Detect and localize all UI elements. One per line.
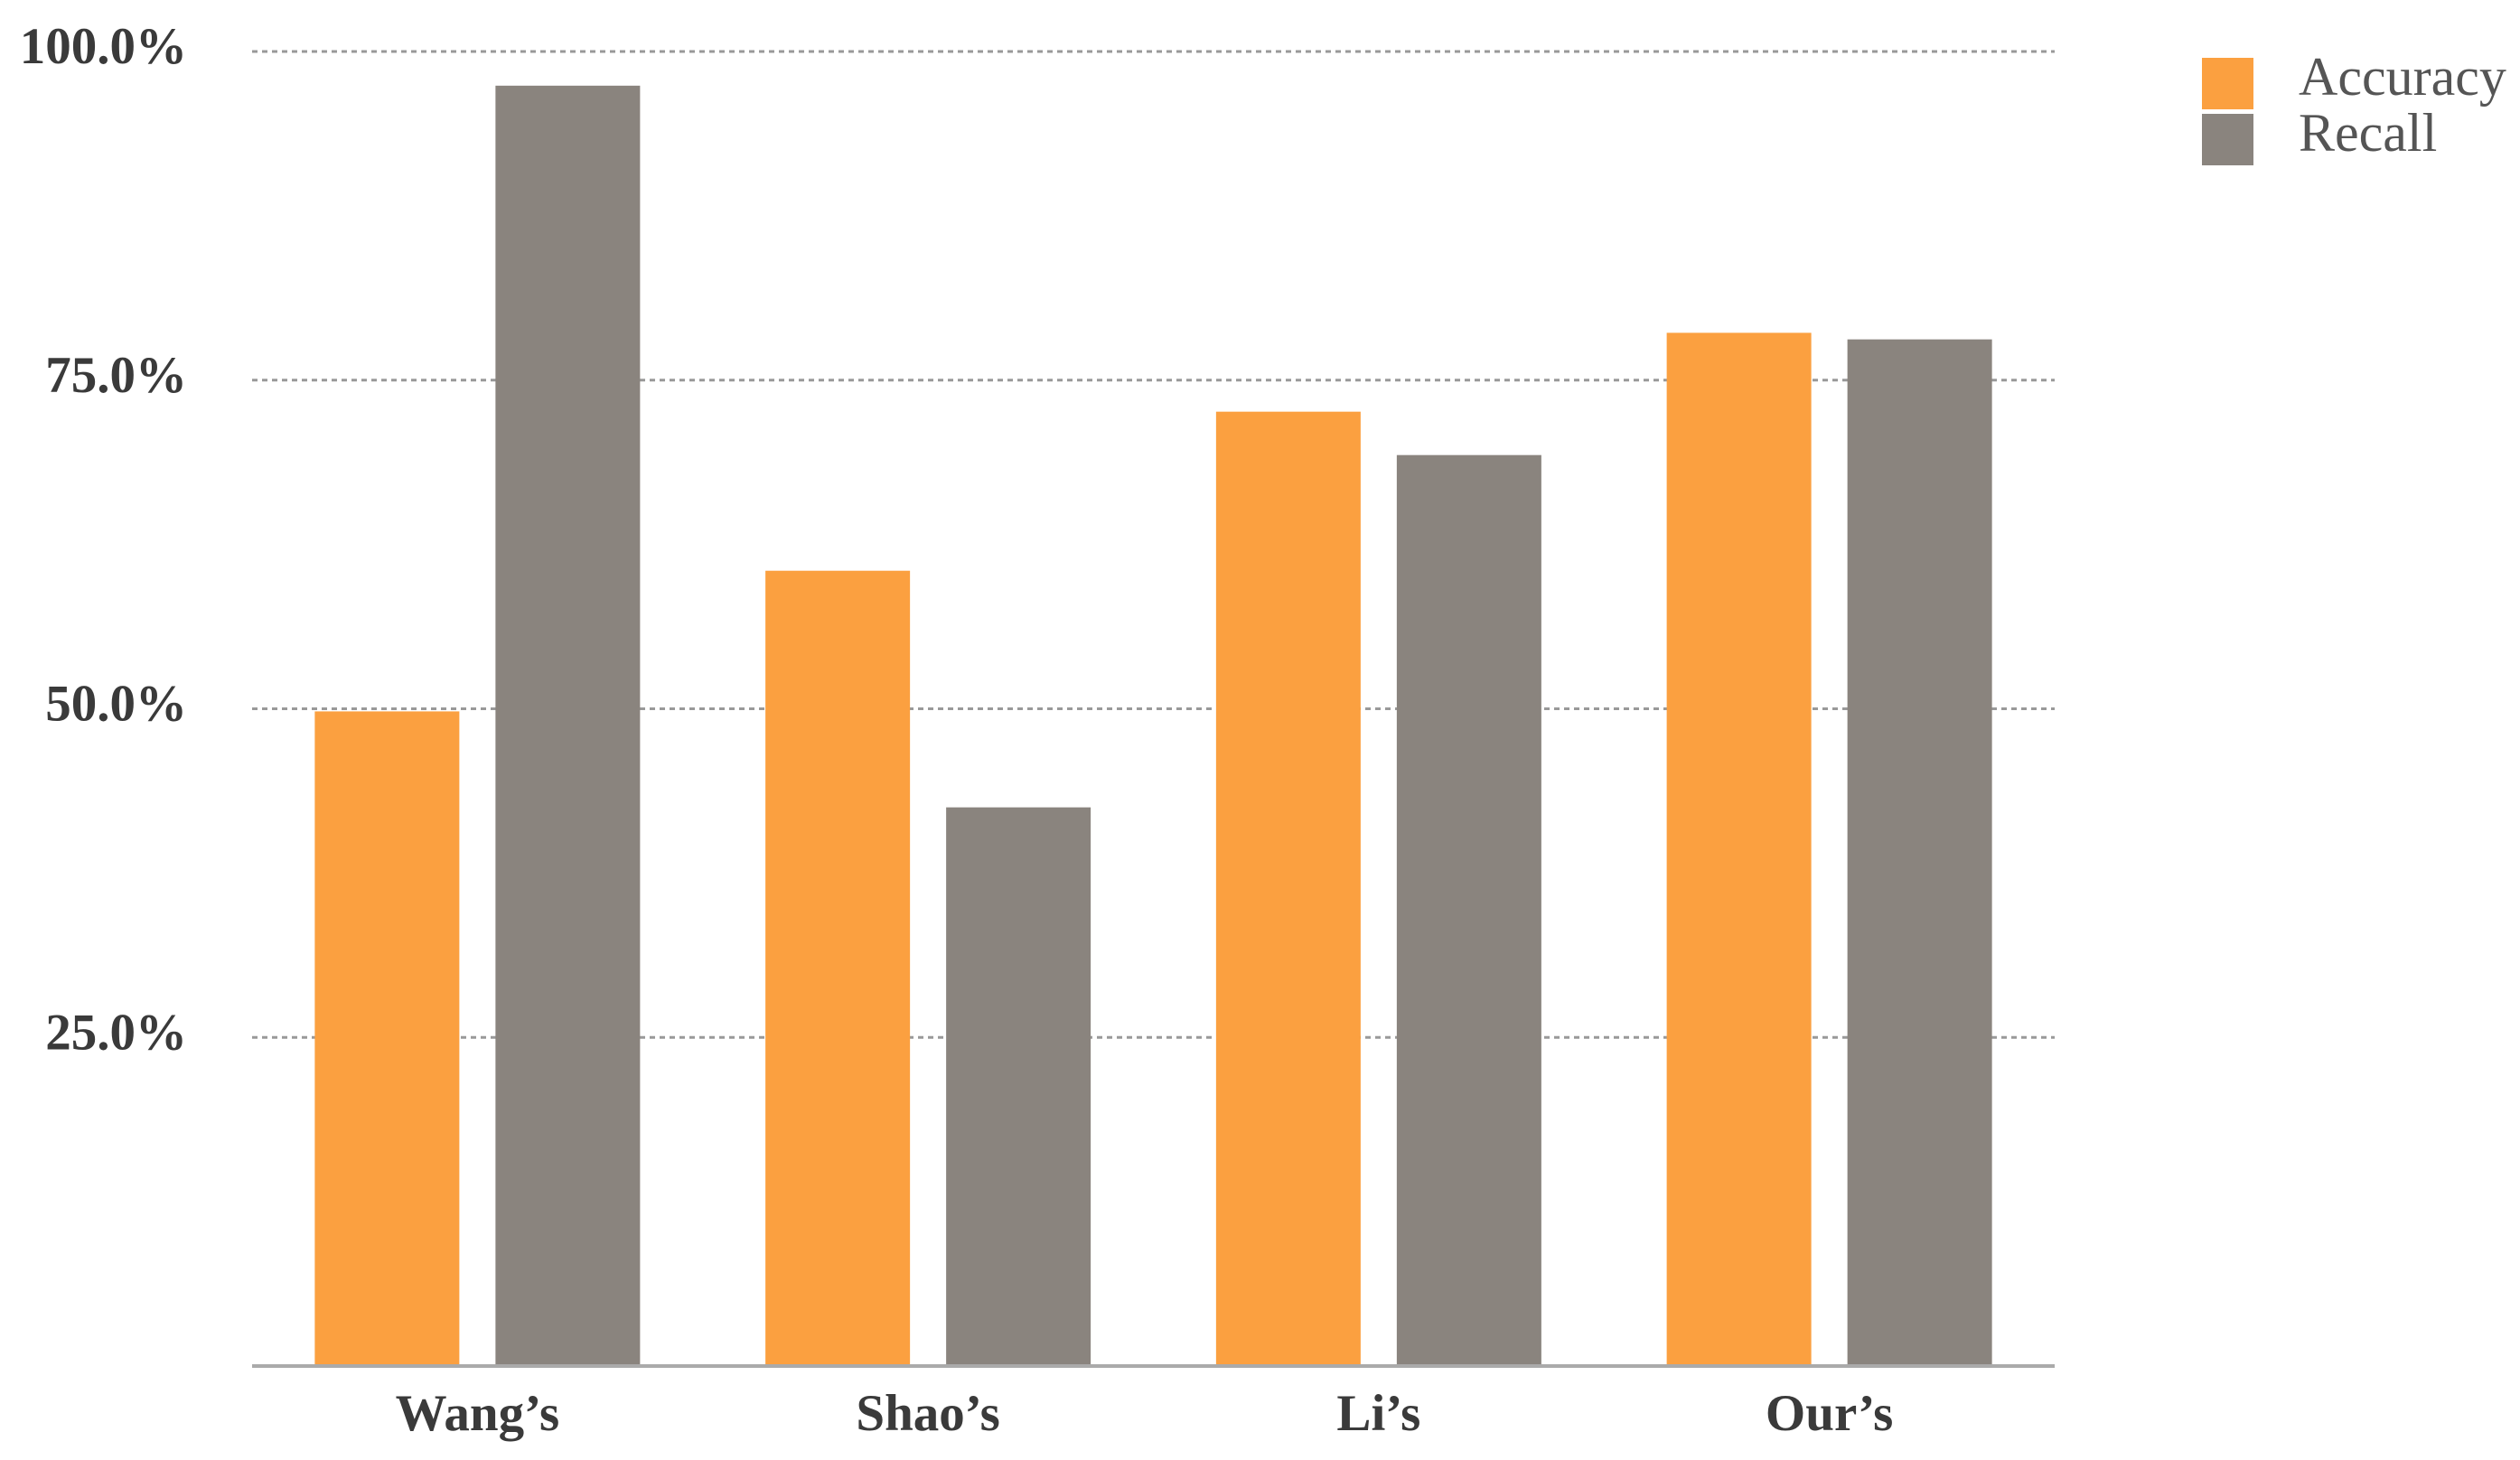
x-tick-label: Li’s [1336, 1385, 1420, 1442]
x-tick-label: Our’s [1766, 1385, 1893, 1442]
y-tick-label: 75.0% [45, 347, 187, 404]
legend-label: Accuracy [2299, 47, 2506, 107]
bar [765, 570, 911, 1366]
bar [1396, 454, 1541, 1366]
bar [1666, 332, 1812, 1366]
x-tick-label: Wang’s [396, 1385, 560, 1442]
bar [314, 711, 460, 1366]
legend-swatch [2202, 58, 2253, 109]
legend-label: Recall [2299, 103, 2437, 163]
bar [1215, 411, 1361, 1366]
bar [946, 807, 1091, 1366]
legend-swatch [2202, 114, 2253, 165]
y-tick-label: 100.0% [20, 18, 187, 75]
bar [1847, 339, 1992, 1366]
x-tick-label: Shao’s [856, 1385, 999, 1442]
y-tick-label: 25.0% [45, 1004, 187, 1061]
y-tick-label: 50.0% [45, 676, 187, 733]
bar [495, 85, 641, 1367]
